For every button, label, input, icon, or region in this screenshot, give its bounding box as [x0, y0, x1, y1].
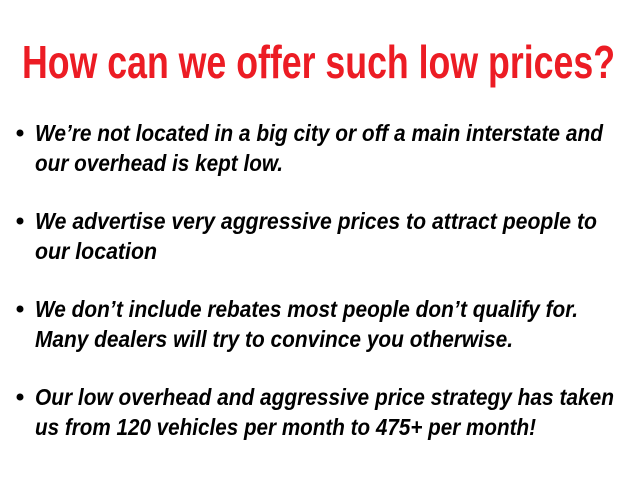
bullet-line: We advertise very aggressive prices to a…	[35, 208, 597, 234]
slide-title: How can we offer such low prices?	[22, 36, 615, 88]
bullet-dot	[16, 129, 24, 137]
bullet-dot	[16, 393, 24, 401]
bullet-dot	[16, 305, 24, 313]
bullet-line: Many dealers will try to convince you ot…	[35, 326, 513, 352]
bullet-line: our location	[35, 238, 157, 264]
bullet-line: Our low overhead and aggressive price st…	[35, 384, 614, 410]
bullet-line: us from 120 vehicles per month to 475+ p…	[35, 414, 536, 440]
bullet-line: our overhead is kept low.	[35, 150, 283, 176]
bullet-line: We don’t include rebates most people don…	[35, 296, 578, 322]
bullet-dot	[16, 217, 24, 225]
bullet-line: We’re not located in a big city or off a…	[35, 120, 604, 146]
